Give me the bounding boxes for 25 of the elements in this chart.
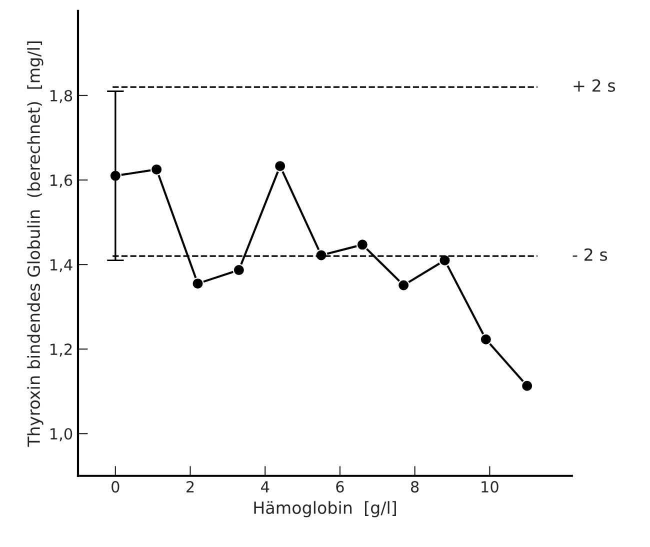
point [438, 254, 451, 266]
point [480, 333, 492, 346]
x-tick-label: 0 [112, 481, 120, 493]
point [356, 238, 369, 251]
ref-line-label: + 2 s [574, 79, 616, 92]
x-tick-label: 4 [261, 481, 270, 492]
x-tick-label: 6 [336, 481, 344, 493]
y-tick-label: 1,2 [50, 344, 72, 357]
point [397, 279, 410, 292]
point [192, 277, 204, 290]
point [150, 163, 163, 176]
x-tick-label: 2 [186, 481, 194, 492]
x-tick-label: 8 [410, 481, 419, 493]
ref-line-label: - 2 s [572, 248, 608, 261]
y-axis-title: Thyroxin bindendes Globulin (berechnet) [mg/l] [27, 41, 44, 447]
y-tick-label: 1,8 [50, 90, 72, 104]
point [520, 380, 534, 392]
x-tick-label: 10 [482, 481, 498, 493]
y-tick-label: 1,0 [50, 428, 72, 442]
y-tick-label: 1,6 [50, 174, 72, 188]
y-tick-label: 1,4 [50, 259, 72, 272]
point [315, 249, 328, 262]
point [274, 160, 286, 172]
point [232, 264, 246, 276]
x-axis-title: Hämoglobin [g/l] [254, 501, 396, 518]
